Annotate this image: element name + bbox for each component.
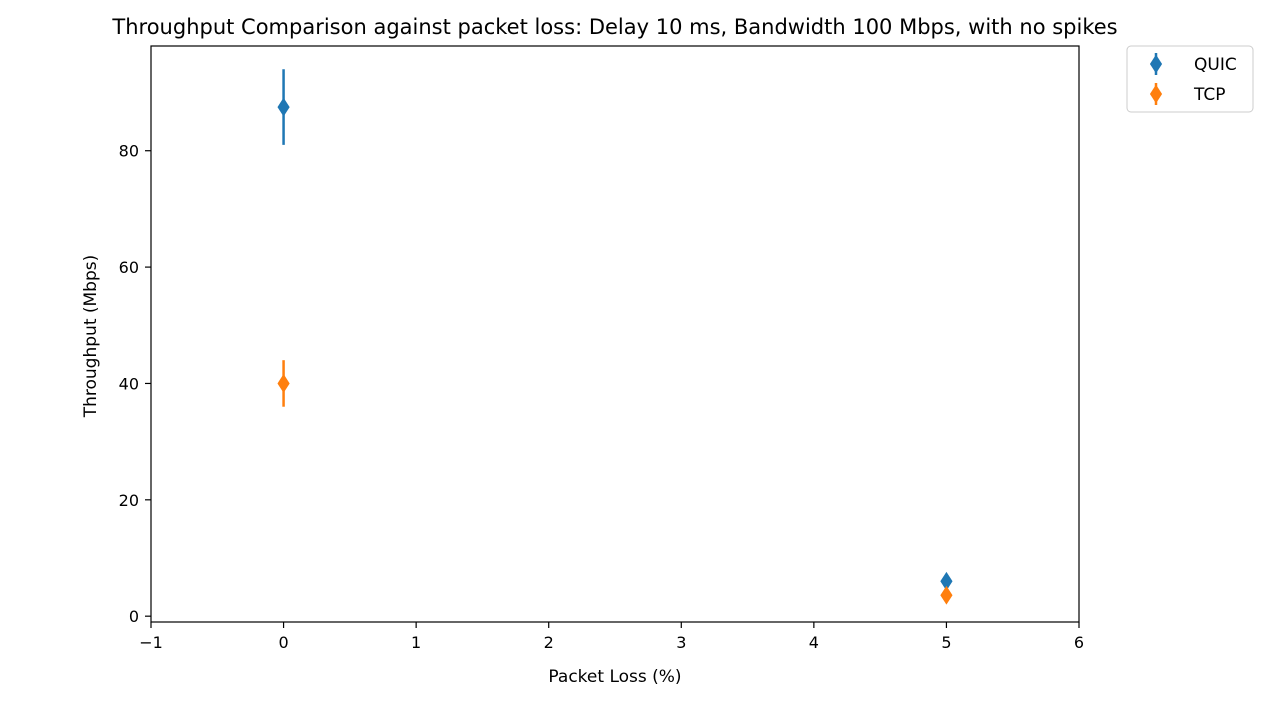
legend: QUIC TCP [1126,45,1254,113]
x-axis-label: Packet Loss (%) [548,667,681,687]
y-axis-label: Throughput (Mbps) [81,255,101,419]
y-tick-label: 20 [119,491,139,510]
y-tick-label: 0 [129,607,139,626]
x-tick-label: 2 [544,633,554,652]
data-point [277,374,290,393]
x-tick-label: 1 [411,633,421,652]
x-tick-label: 5 [941,633,951,652]
data-point [277,97,290,117]
y-tick-label: 60 [119,258,139,277]
legend-marker [1149,84,1163,104]
plot-area [277,69,953,605]
x-tick-label: 0 [278,633,288,652]
legend-label: TCP [1193,85,1226,105]
plot-frame [150,45,1080,623]
legend-marker [1149,54,1163,74]
y-tick-label: 80 [119,142,139,161]
data-point [940,585,953,605]
x-axis: −1 0 1 2 3 4 5 6 [139,622,1084,652]
y-axis: 0 20 40 60 80 [119,142,151,626]
x-tick-label: 3 [676,633,686,652]
legend-label: QUIC [1194,55,1237,75]
y-tick-label: 40 [119,374,139,393]
x-tick-label: 6 [1074,633,1084,652]
x-tick-label: −1 [139,633,163,652]
x-tick-label: 4 [809,633,819,652]
chart-title: Throughput Comparison against packet los… [111,15,1117,39]
